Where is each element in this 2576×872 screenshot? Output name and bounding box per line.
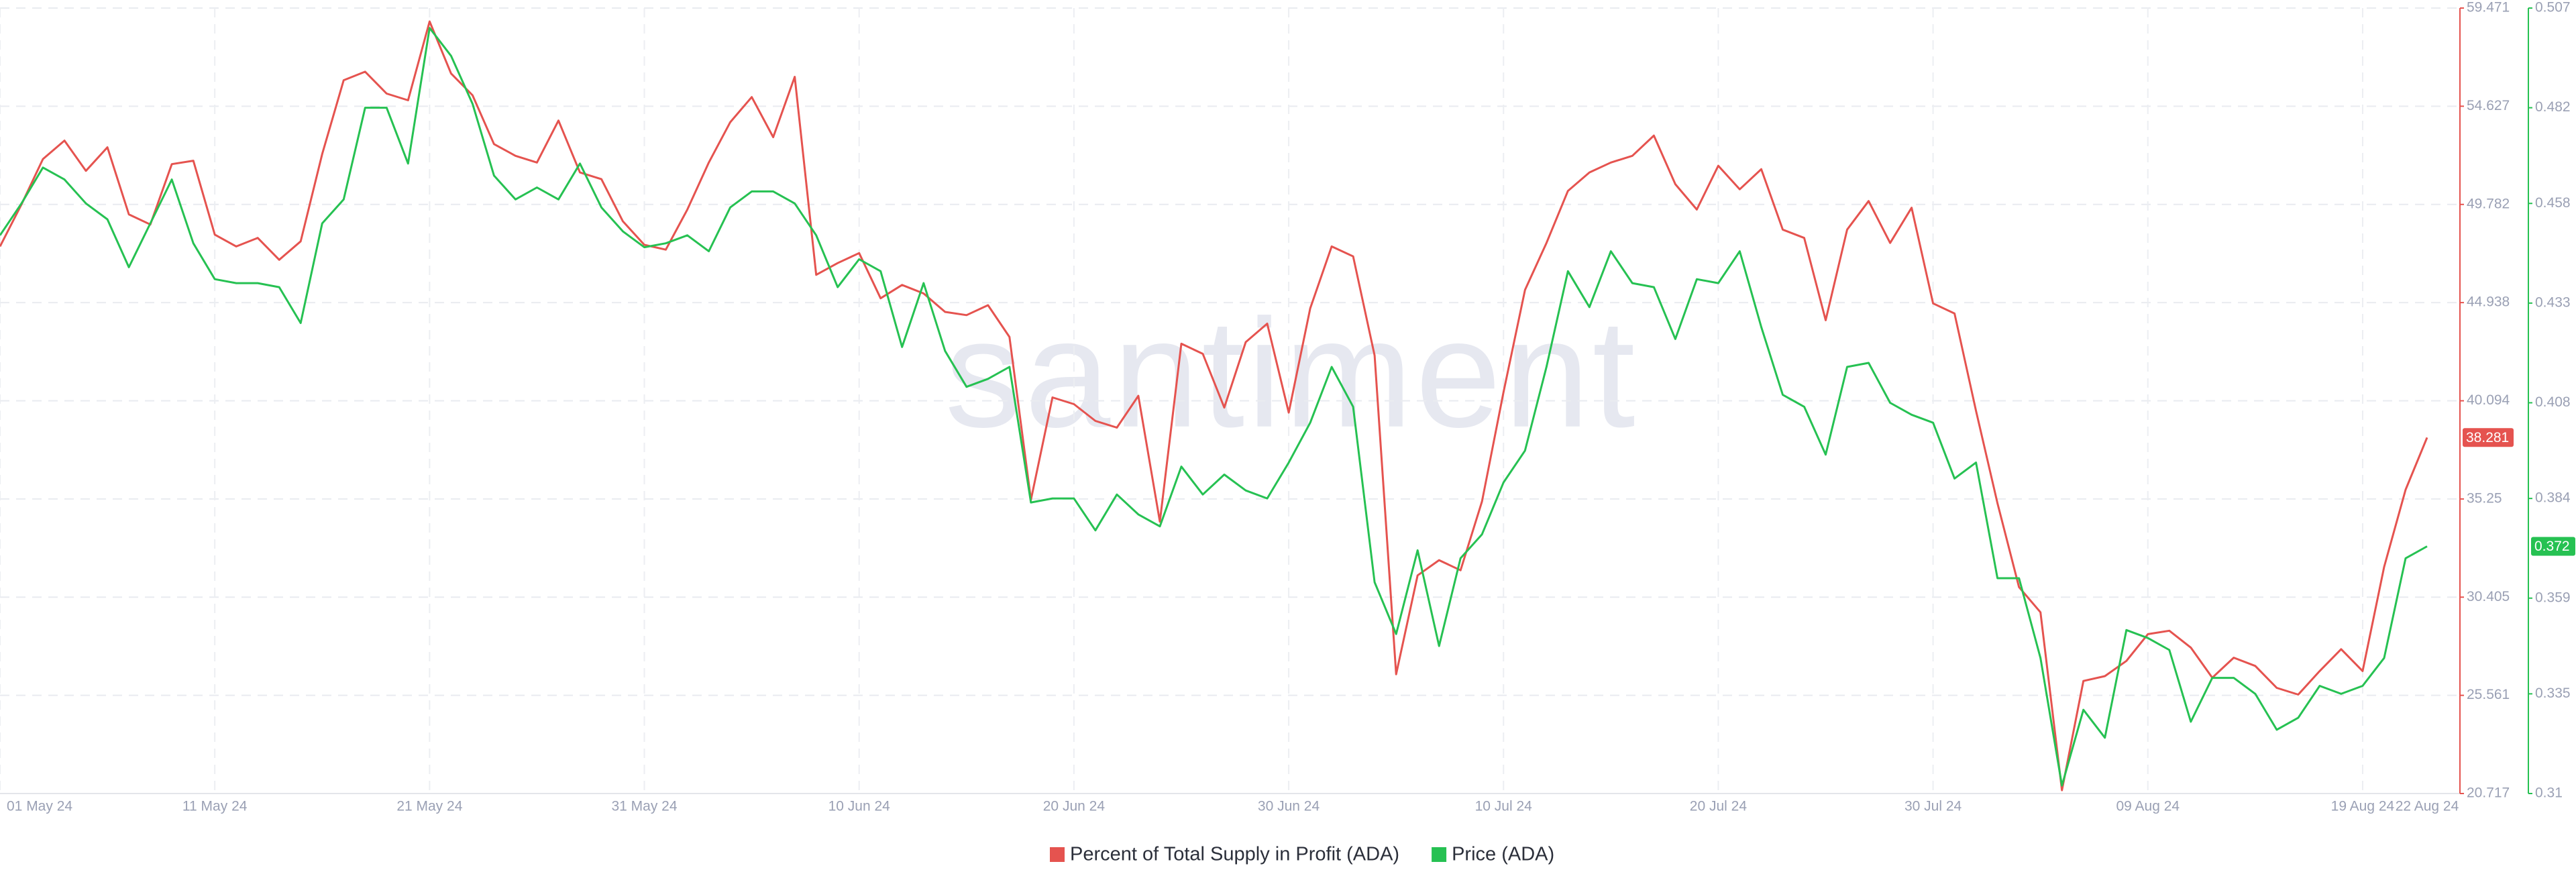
x-tick-label: 31 May 24 bbox=[611, 799, 677, 814]
value-badge bbox=[2463, 428, 2514, 447]
watermark: santiment bbox=[945, 287, 1638, 459]
y2-tick-label: 0.335 bbox=[2535, 686, 2571, 701]
x-tick-label: 30 Jun 24 bbox=[1258, 799, 1320, 814]
y-tick-label: 30.405 bbox=[2467, 589, 2510, 604]
y-tick-label: 59.471 bbox=[2467, 0, 2510, 15]
x-tick-label: 09 Aug 24 bbox=[2116, 799, 2180, 814]
x-tick-label: 11 May 24 bbox=[182, 799, 248, 814]
y2-tick-label: 0.433 bbox=[2535, 294, 2571, 310]
x-tick-label: 19 Aug 24 bbox=[2331, 799, 2395, 814]
y-tick-label: 35.25 bbox=[2467, 490, 2502, 506]
y-tick-label: 20.717 bbox=[2467, 785, 2510, 801]
x-tick-label: 10 Jul 24 bbox=[1475, 799, 1533, 814]
y2-tick-label: 0.31 bbox=[2535, 785, 2563, 801]
y-tick-label: 44.938 bbox=[2467, 294, 2510, 310]
y2-tick-label: 0.408 bbox=[2535, 394, 2571, 410]
value-badge bbox=[2531, 537, 2575, 556]
y-tick-label: 25.561 bbox=[2467, 687, 2510, 702]
y2-tick-label: 0.482 bbox=[2535, 99, 2571, 115]
y-tick-label: 49.782 bbox=[2467, 196, 2510, 211]
y2-tick-label: 0.507 bbox=[2535, 0, 2571, 15]
legend-label: Percent of Total Supply in Profit (ADA) bbox=[1070, 844, 1399, 865]
legend-swatch bbox=[1050, 847, 1065, 862]
x-tick-label: 20 Jun 24 bbox=[1043, 799, 1106, 814]
y-tick-label: 54.627 bbox=[2467, 98, 2510, 113]
x-tick-label: 30 Jul 24 bbox=[1904, 799, 1962, 814]
x-tick-label: 20 Jul 24 bbox=[1690, 799, 1748, 814]
x-tick-label: 10 Jun 24 bbox=[828, 799, 891, 814]
y2-tick-label: 0.384 bbox=[2535, 490, 2571, 506]
x-tick-label: 01 May 24 bbox=[7, 799, 72, 814]
x-tick-label: 22 Aug 24 bbox=[2396, 799, 2459, 814]
value-badge-label: 0.372 bbox=[2534, 539, 2570, 554]
legend-swatch bbox=[1432, 847, 1447, 862]
series-line bbox=[0, 27, 2428, 787]
y2-tick-label: 0.359 bbox=[2535, 590, 2571, 605]
legend-label: Price (ADA) bbox=[1452, 844, 1554, 865]
legend: Percent of Total Supply in Profit (ADA) P… bbox=[1050, 844, 1554, 865]
y-tick-label: 40.094 bbox=[2467, 392, 2510, 408]
x-tick-label: 21 May 24 bbox=[396, 799, 462, 814]
value-badge-label: 38.281 bbox=[2466, 430, 2509, 445]
y2-tick-label: 0.458 bbox=[2535, 195, 2571, 211]
